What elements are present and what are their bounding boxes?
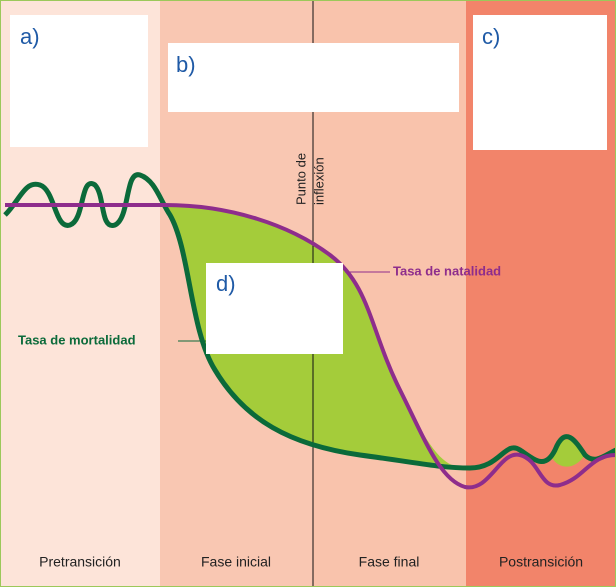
- death-curve: [3, 172, 616, 471]
- box-c: [473, 15, 607, 150]
- death-label: Tasa de mortalidad: [18, 332, 136, 347]
- box-b: [168, 43, 459, 112]
- box-a-label: a): [20, 24, 40, 49]
- box-b-label: b): [176, 52, 196, 77]
- birth-label: Tasa de natalidad: [393, 263, 501, 278]
- phase-label: Fase final: [359, 554, 420, 570]
- box-d: [206, 263, 343, 354]
- box-d-label: d): [216, 271, 236, 296]
- phase-label: Postransición: [499, 554, 583, 570]
- box-a: [10, 15, 148, 147]
- inflection-label-1: Punto de: [293, 153, 308, 205]
- birth-curve: [5, 203, 616, 490]
- inflection-label-2: inflexión: [311, 157, 326, 205]
- box-c-label: c): [482, 24, 500, 49]
- phase-label: Fase inicial: [201, 554, 271, 570]
- phase-label: Pretransición: [39, 554, 121, 570]
